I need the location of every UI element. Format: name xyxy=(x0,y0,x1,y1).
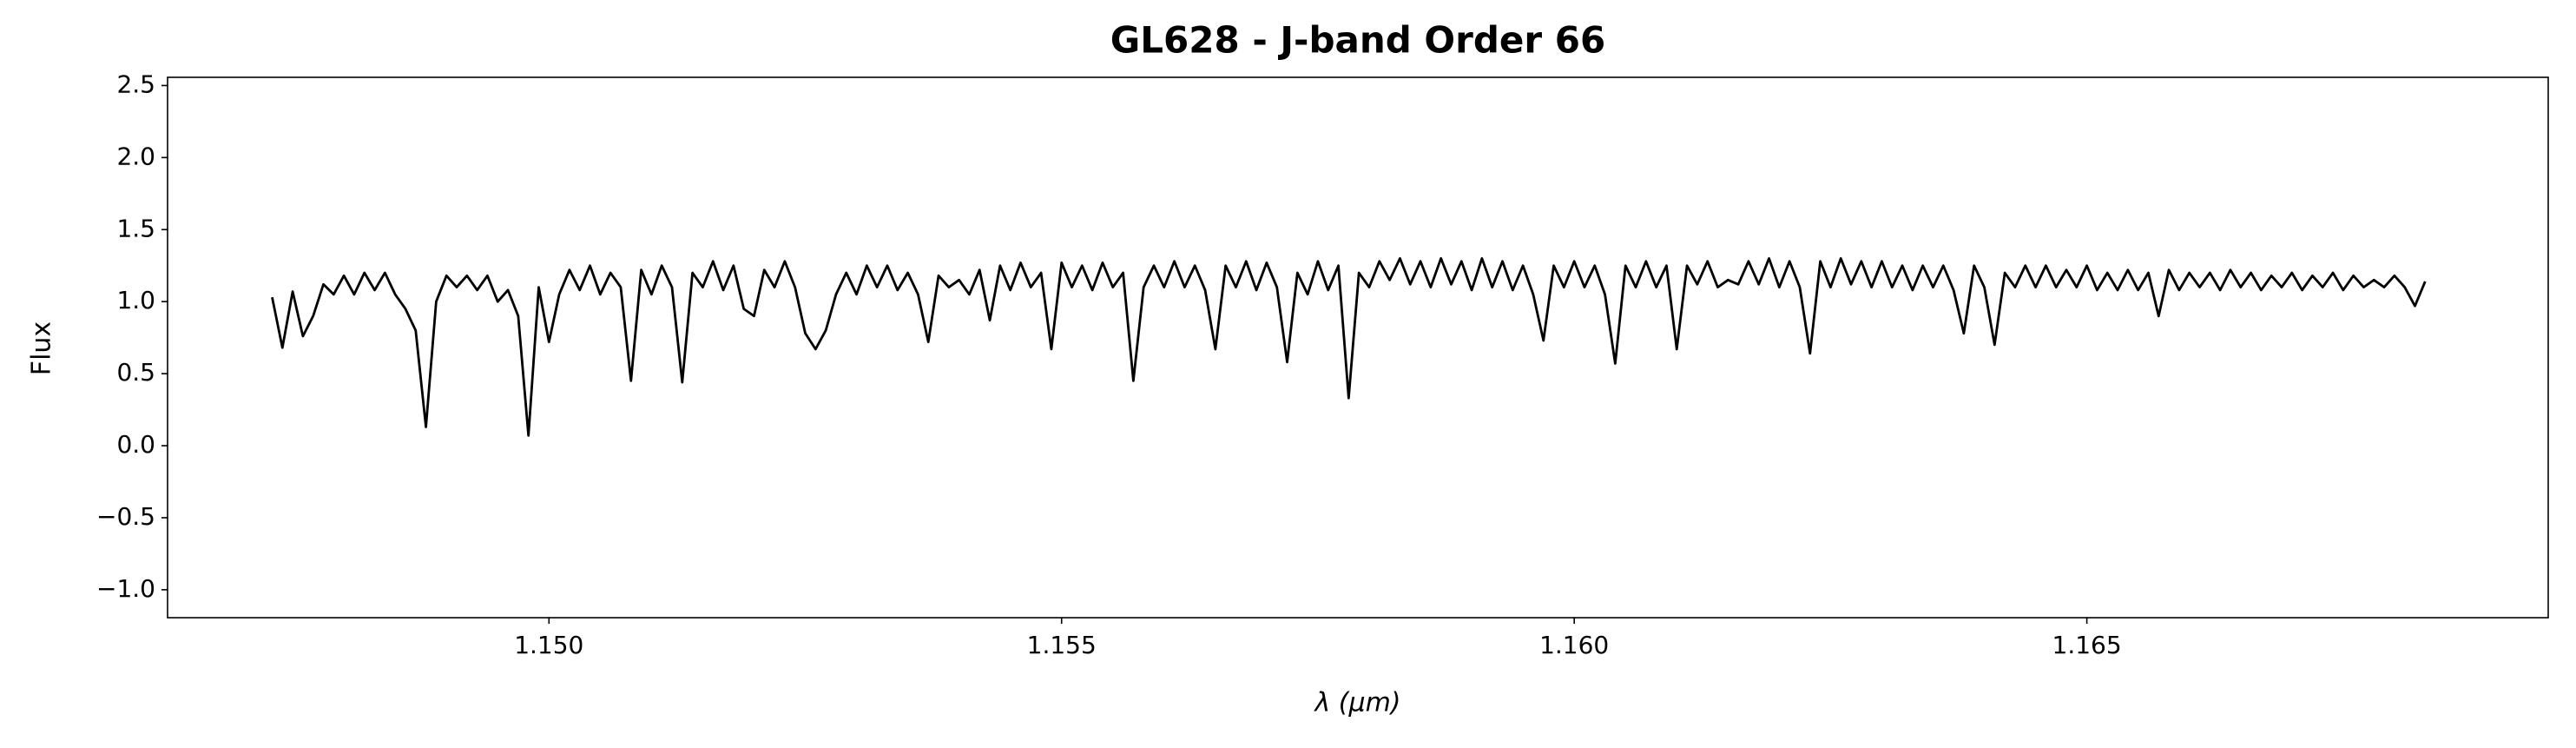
x-axis-label: λ (μm) xyxy=(1313,688,1400,718)
y-tick-label: 0.0 xyxy=(116,430,155,459)
y-tick-label: 2.0 xyxy=(116,142,155,170)
x-tick-label: 1.160 xyxy=(1539,631,1609,659)
x-tick-label: 1.150 xyxy=(514,631,583,659)
y-tick-label: 0.5 xyxy=(116,358,155,387)
x-tick-label: 1.155 xyxy=(1027,631,1097,659)
y-axis-label: Flux xyxy=(27,321,57,375)
plot-frame xyxy=(167,76,2549,619)
chart-title: GL628 - J-band Order 66 xyxy=(1110,19,1605,62)
x-tick-label: 1.165 xyxy=(2052,631,2122,659)
y-tick-label: 1.5 xyxy=(116,214,155,242)
y-tick-label: −1.0 xyxy=(96,574,155,603)
data-line xyxy=(271,257,2427,437)
y-tick-label: 2.5 xyxy=(116,70,155,98)
y-tick-label: 1.0 xyxy=(116,286,155,314)
y-tick-label: −0.5 xyxy=(96,502,155,531)
